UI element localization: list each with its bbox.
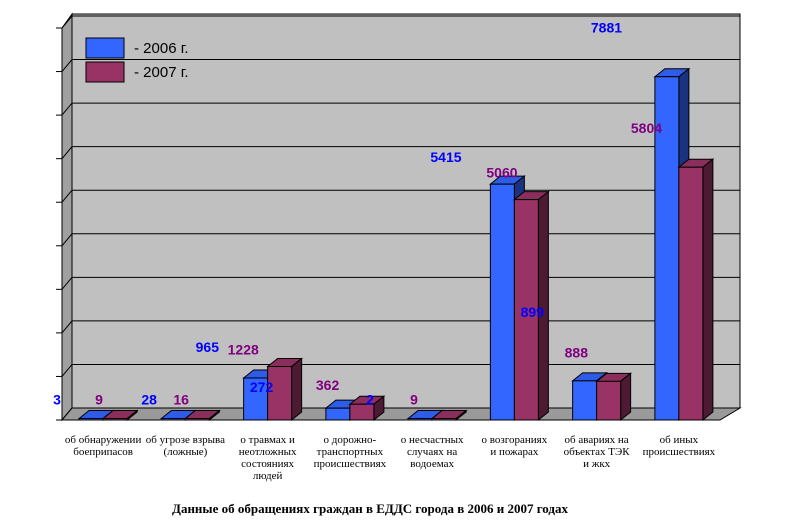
- bar-front: [678, 166, 704, 421]
- category-label: об обнаружении боеприпасов: [65, 434, 142, 458]
- bar-front: [407, 418, 433, 421]
- value-label: 28: [141, 392, 157, 408]
- bar-front: [513, 199, 539, 421]
- category-label: о несчастных случаях на водоемах: [401, 434, 464, 470]
- value-label: 9: [95, 392, 103, 408]
- bar-front: [184, 418, 210, 421]
- bars: [77, 67, 715, 422]
- bar: [266, 357, 304, 422]
- bar: [595, 372, 633, 422]
- bar-front: [349, 403, 375, 421]
- legend: - 2006 г. - 2007 г.: [85, 37, 189, 83]
- category-label: об угрозе взрыва (ложные): [146, 434, 225, 458]
- bar-front: [325, 407, 351, 421]
- bar-front: [160, 418, 186, 421]
- bar: [183, 409, 221, 422]
- value-label: 888: [565, 344, 589, 360]
- value-label: 2: [366, 392, 374, 408]
- category-label: о травмах и неотложных состояниях людей: [239, 434, 297, 482]
- bar: [101, 409, 139, 422]
- value-label: 1228: [228, 342, 259, 358]
- bar: [430, 409, 468, 422]
- value-label: 3: [53, 392, 61, 408]
- value-label: 272: [250, 379, 274, 395]
- side-wall: [61, 12, 73, 422]
- value-labels: 3 9 28 16 965 1228 272 362 2 9 5415 5060 899 888 7881 5…: [53, 20, 662, 408]
- gridline: [61, 15, 740, 29]
- bar-front: [431, 418, 457, 421]
- bar-front: [102, 418, 128, 421]
- legend-swatch-2006: [85, 37, 125, 59]
- bar-front: [596, 380, 622, 421]
- value-label: 362: [316, 377, 340, 393]
- bar: [348, 395, 386, 422]
- bar-front: [267, 366, 293, 421]
- bar-front: [572, 380, 598, 421]
- bar-side: [702, 158, 714, 422]
- value-label: 16: [173, 392, 189, 408]
- bar-front: [78, 418, 104, 421]
- value-label: 965: [196, 339, 220, 355]
- legend-label-2007: - 2007 г.: [134, 64, 189, 81]
- value-label: 5415: [430, 149, 461, 165]
- value-label: 9: [410, 392, 418, 408]
- category-label: о дорожно-транспортных происшествиях: [314, 434, 387, 470]
- bar-side: [291, 357, 303, 422]
- gridline: [61, 59, 740, 72]
- bar: [512, 190, 550, 422]
- category-label: об авариях на объектах ТЭК и жкх: [564, 434, 631, 470]
- value-label: 7881: [591, 20, 622, 36]
- value-label: 5804: [631, 120, 662, 136]
- bar: [677, 158, 715, 422]
- chart-title: Данные об обращениях граждан в ЕДДС горо…: [172, 501, 568, 516]
- category-label: об иных происшествиях: [643, 434, 716, 458]
- gridline: [61, 146, 740, 159]
- bar-front: [489, 183, 515, 421]
- bar-front: [654, 76, 680, 421]
- category-label: о возгораниях и пожарах: [482, 434, 548, 458]
- value-label: 5060: [486, 165, 517, 181]
- legend-label-2006: - 2006 г.: [134, 40, 189, 57]
- gridline: [61, 102, 740, 116]
- bar-side: [620, 372, 632, 422]
- legend-swatch-2007: [85, 61, 125, 83]
- value-label: 899: [521, 304, 545, 320]
- bar-front: [243, 377, 269, 421]
